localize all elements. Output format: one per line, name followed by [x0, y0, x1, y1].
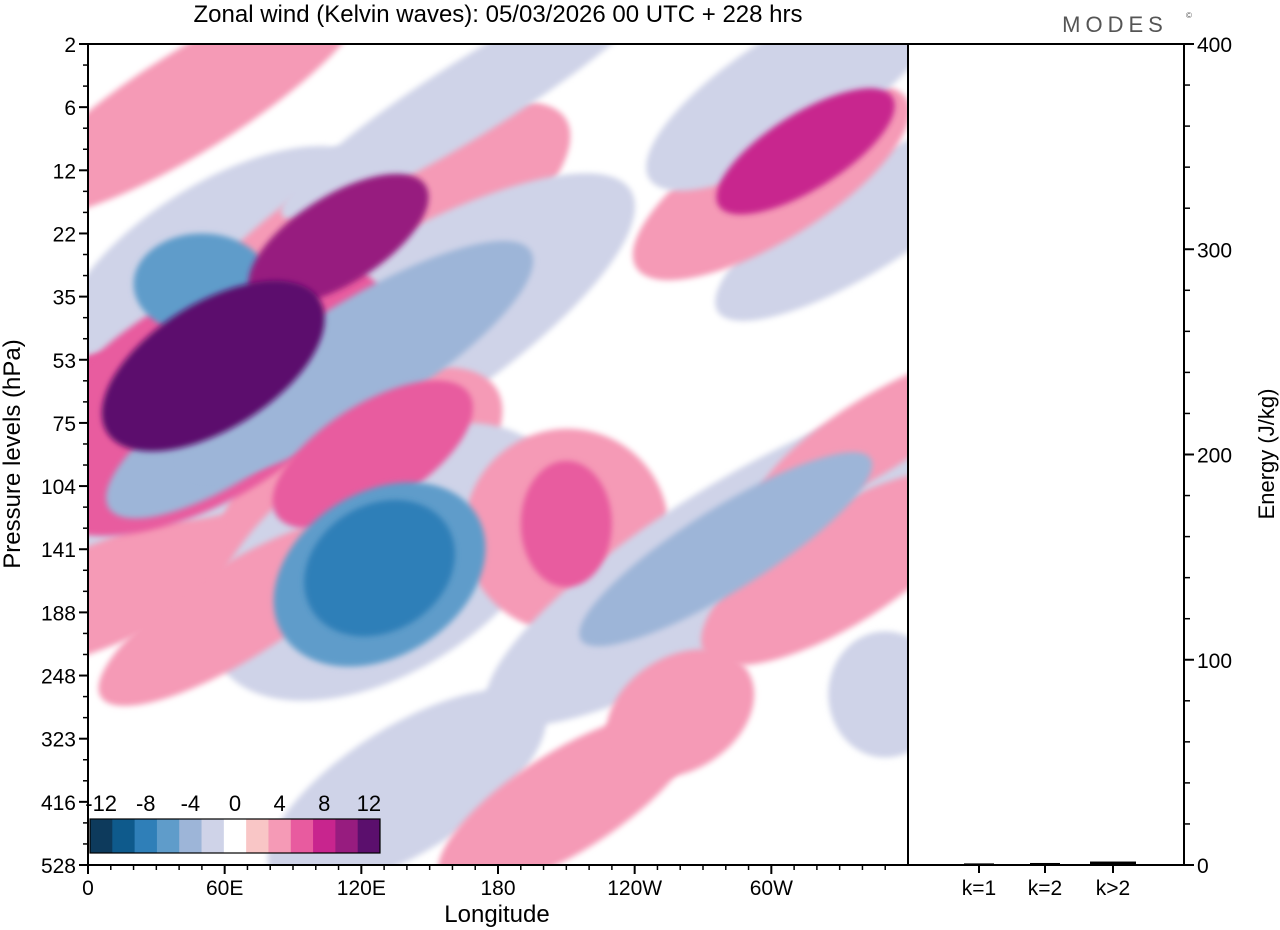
energy-bar-k=2	[1030, 862, 1060, 865]
y-axis-label: Pressure levels (hPa)	[0, 339, 26, 568]
colorbar-swatch	[290, 819, 314, 853]
energy-panel-frame	[907, 43, 1185, 866]
colorbar: -12 -8 -4 0 4 8 12	[85, 791, 381, 854]
colorbar-swatch	[90, 819, 113, 853]
energy-tick-label: 300	[1197, 239, 1232, 262]
energy-tick-label: 0	[1197, 855, 1209, 878]
colorbar-label: 0	[229, 791, 241, 816]
pressure-tick-label: 528	[41, 855, 76, 878]
energy-axis: 0 100 200 300 400	[1184, 34, 1232, 878]
wind-anomaly	[715, 120, 908, 321]
colorbar-swatch	[357, 819, 381, 853]
energy-bars: k=1 k=2 k>2	[962, 861, 1136, 900]
wind-anomaly	[180, 240, 534, 479]
colorbar-swatch	[179, 819, 203, 853]
wind-anomaly	[716, 88, 895, 215]
wind-anomaly	[520, 460, 612, 588]
pressure-tick-label: 2	[64, 34, 76, 57]
longitude-tick-label: 120E	[337, 877, 386, 900]
energy-bar-k>2	[1090, 861, 1136, 865]
longitude-tick-label: 120W	[607, 877, 662, 900]
energy-axis-label: Energy (J/kg)	[1254, 389, 1279, 520]
wind-anomaly	[701, 470, 908, 666]
pressure-tick-label: 248	[41, 666, 76, 689]
wind-anomaly	[579, 452, 873, 647]
wind-anomaly	[101, 280, 325, 452]
wind-field	[88, 44, 908, 865]
colorbar-label: -8	[136, 791, 156, 816]
colorbar-swatch	[268, 819, 292, 853]
colorbar-swatch	[156, 819, 180, 853]
pressure-tick-label: 75	[53, 413, 76, 436]
pressure-tick-label: 35	[53, 287, 76, 310]
pressure-tick-label: 22	[53, 223, 76, 246]
wind-anomaly	[248, 173, 429, 306]
energy-tick-label: 200	[1197, 445, 1232, 468]
wind-anomaly	[646, 44, 908, 191]
wind-anomaly	[304, 499, 455, 637]
longitude-tick-label: 60E	[206, 877, 243, 900]
brand-mark: ©	[1186, 11, 1197, 20]
wind-anomaly	[88, 44, 367, 218]
pressure-tick-label: 323	[41, 729, 76, 752]
wind-anomaly	[281, 44, 670, 220]
energy-category-label: k=1	[962, 877, 996, 900]
pressure-tick-label: 53	[53, 350, 76, 373]
pressure-axis: 2 6 12 22 35 53 75 104 141 188 248 323 416 528	[41, 34, 88, 878]
pressure-tick-label: 104	[41, 476, 76, 499]
colorbar-swatch	[223, 819, 247, 853]
longitude-tick-label: 180	[480, 877, 515, 900]
brand-logo: MODES	[1062, 12, 1168, 37]
colorbar-swatch	[134, 819, 158, 853]
wind-anomaly	[828, 631, 908, 758]
colorbar-swatch	[201, 819, 225, 853]
colorbar-label: 8	[318, 791, 330, 816]
colorbar-label: -12	[85, 791, 117, 816]
pressure-tick-label: 6	[64, 97, 76, 120]
chart-title: Zonal wind (Kelvin waves): 05/03/2026 00…	[194, 1, 803, 28]
colorbar-label: 12	[357, 791, 381, 816]
pressure-tick-label: 12	[53, 160, 76, 183]
longitude-tick-label: 60W	[750, 877, 793, 900]
energy-bar-k=1	[964, 863, 994, 866]
longitude-axis: 0 60E 120E 180 120W 60W	[82, 865, 886, 900]
colorbar-swatch	[335, 819, 359, 853]
colorbar-label: -4	[181, 791, 201, 816]
colorbar-label: 4	[273, 791, 285, 816]
energy-category-label: k>2	[1096, 877, 1130, 900]
energy-tick-label: 100	[1197, 650, 1232, 673]
pressure-tick-label: 416	[41, 792, 76, 815]
colorbar-swatch	[112, 819, 136, 853]
colorbar-swatch	[246, 819, 269, 853]
colorbar-swatch	[313, 819, 336, 853]
energy-tick-label: 400	[1197, 34, 1232, 57]
wind-anomaly	[606, 649, 755, 778]
energy-category-label: k=2	[1028, 877, 1062, 900]
pressure-tick-label: 188	[41, 602, 76, 625]
pressure-tick-label: 141	[41, 539, 76, 562]
wind-anomaly	[272, 380, 473, 529]
x-axis-label: Longitude	[444, 901, 549, 928]
colorbar-frame	[89, 818, 381, 854]
longitude-tick-label: 0	[82, 877, 94, 900]
